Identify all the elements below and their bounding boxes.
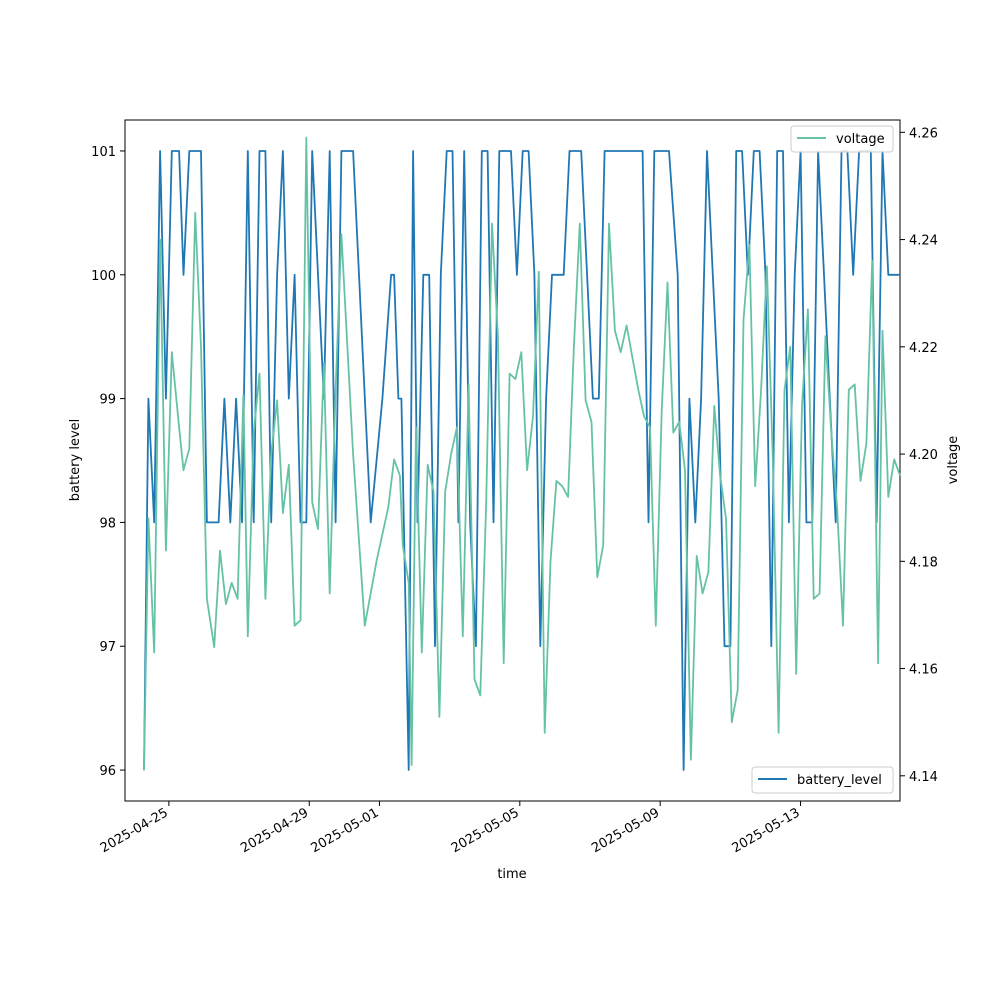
y-right-tick-label: 4.22 xyxy=(909,341,938,356)
x-tick-label: 2025-04-29 xyxy=(238,805,311,856)
series-layer xyxy=(143,136,901,771)
y-axis-right-label: voltage xyxy=(946,436,961,485)
x-tick-label: 2025-05-01 xyxy=(308,805,381,856)
legend-voltage-box xyxy=(790,125,894,153)
y-right-tick-label: 4.26 xyxy=(909,126,938,141)
y-right-tick-label: 4.24 xyxy=(909,234,938,249)
x-axis-label: time xyxy=(497,867,526,882)
y-right-tick-label: 4.14 xyxy=(909,770,938,785)
series-line-voltage xyxy=(143,136,901,771)
y-left-tick-label: 96 xyxy=(99,764,116,779)
y-left-tick-label: 97 xyxy=(99,640,116,655)
plot-frame xyxy=(124,119,901,802)
y-left-tick-label: 99 xyxy=(99,393,116,408)
x-tick-label: 2025-05-13 xyxy=(730,805,803,856)
y-left-tick-label: 98 xyxy=(99,516,116,531)
y-left-tick-label: 100 xyxy=(91,269,116,284)
x-tick-label: 2025-04-25 xyxy=(98,805,171,856)
x-tick-label: 2025-05-05 xyxy=(449,805,522,856)
y-right-tick-label: 4.16 xyxy=(909,663,938,678)
legend-voltage-label: voltage xyxy=(836,132,885,147)
y-right-tick-label: 4.20 xyxy=(909,448,938,463)
y-right-tick-label: 4.18 xyxy=(909,555,938,570)
x-tick-label: 2025-05-09 xyxy=(589,805,662,856)
series-line-battery-level xyxy=(143,150,900,771)
legend-voltage: voltage xyxy=(790,125,894,153)
legend-battery-box xyxy=(751,766,894,794)
legend-battery: battery_level xyxy=(751,766,894,794)
y-axis-left-label: battery level xyxy=(68,419,83,502)
y-left-tick-label: 101 xyxy=(91,145,116,160)
legend-battery-label: battery_level xyxy=(797,773,882,788)
